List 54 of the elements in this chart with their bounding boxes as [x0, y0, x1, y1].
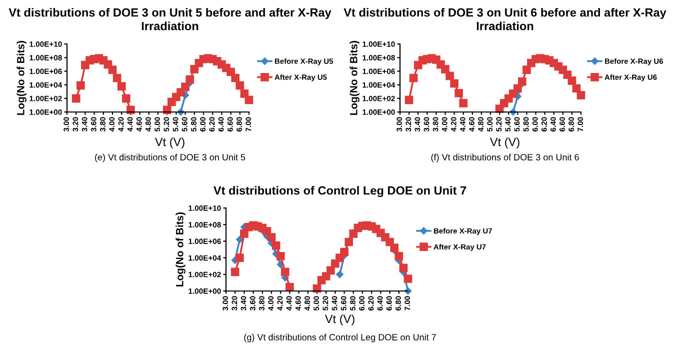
point — [244, 96, 254, 104]
point — [240, 230, 248, 238]
point — [122, 94, 130, 103]
point — [446, 72, 454, 80]
text: (f) Vt distributions of DOE 3 on Unit 6 — [431, 154, 579, 162]
point — [190, 64, 199, 74]
point — [181, 82, 190, 92]
point — [236, 236, 244, 244]
point — [322, 272, 330, 280]
point — [340, 248, 348, 256]
point — [326, 266, 335, 275]
point — [235, 254, 244, 262]
x-axis-title: Vt (V) — [324, 314, 354, 326]
point — [409, 74, 418, 82]
point — [117, 82, 126, 90]
point — [226, 68, 235, 76]
y-axis-title: Log(No of Bits) — [16, 40, 26, 115]
text: (g) Vt distributions of Control Leg DOE on Unit 7 — [244, 334, 436, 342]
point — [76, 81, 85, 90]
point — [450, 79, 458, 88]
point — [272, 241, 280, 250]
point — [394, 252, 404, 260]
point — [286, 282, 294, 292]
point — [404, 274, 412, 283]
point — [568, 76, 576, 85]
point — [336, 254, 344, 262]
chart-title: Vt distributions of Control Leg DOE on Unit 7 — [214, 186, 466, 198]
point — [72, 94, 80, 103]
x-axis-title: Vt (V) — [154, 138, 184, 148]
point — [108, 66, 117, 74]
point — [513, 84, 522, 93]
point — [231, 74, 240, 82]
chart-title: Vt distributions of DOE 3 on Unit 5 before and after X-Ray Irradiation — [8, 8, 332, 30]
text: (e) Vt distributions of DOE 3 on Unit 5 — [95, 154, 246, 162]
point — [404, 96, 414, 104]
point — [276, 252, 285, 260]
point — [280, 268, 290, 276]
x-axis-title: Vt (V) — [490, 138, 520, 148]
chart-title: Vt distributions of DOE 3 on Unit 6 before and after X-Ray Irradiation — [344, 8, 666, 30]
point — [267, 233, 276, 242]
y-axis-title: Log(No of Bits) — [350, 40, 360, 115]
y-axis-title: Log(No of Bits) — [176, 212, 186, 286]
point — [230, 268, 240, 276]
point — [186, 75, 194, 84]
point — [112, 74, 122, 82]
point — [522, 66, 531, 74]
point — [576, 90, 586, 100]
point — [459, 98, 468, 108]
point — [336, 270, 344, 278]
point — [572, 84, 581, 93]
point — [236, 81, 244, 90]
point — [441, 64, 450, 74]
point — [399, 264, 408, 272]
point — [454, 88, 463, 98]
